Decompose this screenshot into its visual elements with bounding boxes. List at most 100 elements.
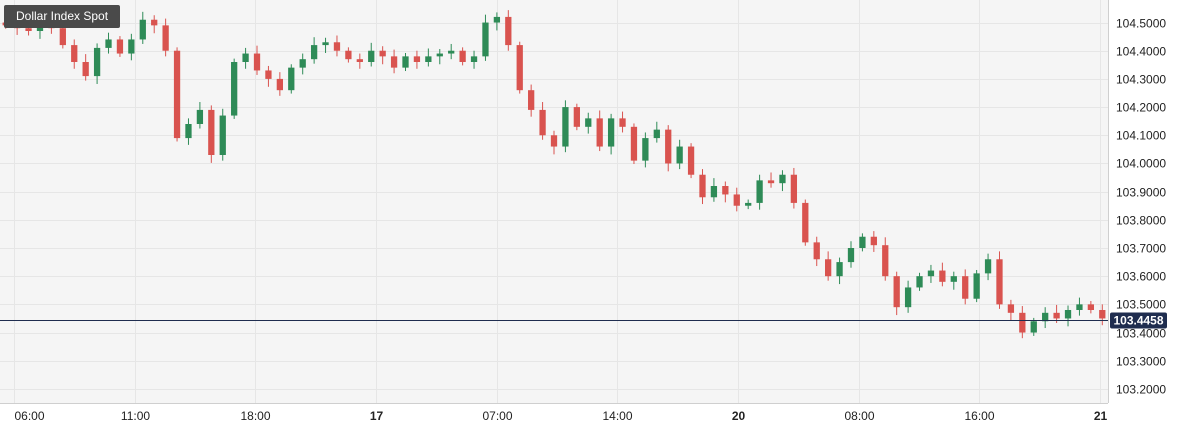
candle [196,102,204,129]
candle [93,43,101,84]
candle [893,271,900,316]
candle [550,130,558,155]
candle-body-up [836,262,843,277]
candle [756,174,763,210]
candle [642,132,649,168]
candle-body-up [482,22,489,57]
candle-body-up [756,180,763,203]
candles [2,10,1106,339]
candle [687,143,695,179]
candle [253,45,261,75]
candle [219,108,226,161]
candle [939,262,946,287]
candle-body-down [333,42,341,51]
candle-body-up [779,174,786,184]
candle-body-up [231,62,238,116]
candle [528,84,535,117]
candle [676,139,683,170]
x-tick-label: 11:00 [121,409,150,423]
candle-body-down [825,259,832,277]
candle-body-up [470,56,478,62]
current-price-label: 103.4458 [1113,314,1163,328]
candle-body-down [82,62,89,77]
x-tick-label: 20 [732,409,746,423]
candle-body-up [984,259,992,274]
candle-body-down [1099,310,1106,319]
candle-body-up [1064,310,1072,319]
candle-body-down [379,50,386,57]
chart-title: Dollar Index Spot [4,5,121,28]
candle-body-up [562,107,569,147]
candle-body-down [996,259,1003,305]
candle-body-down [767,180,775,184]
candle [596,110,603,152]
candle [116,36,124,57]
candle [470,50,478,69]
candle-body-down [116,39,124,54]
y-tick-label: 103.8000 [1116,214,1166,228]
candle [71,39,78,69]
candle [927,264,935,283]
candle [847,241,855,268]
x-tick-label: 21 [1094,409,1108,423]
candle-body-down [162,25,169,51]
y-tick-label: 104.5000 [1116,17,1166,31]
candle-body-down [208,109,215,155]
candle [745,199,752,210]
candle [973,269,980,303]
x-tick-label: 06:00 [15,409,45,423]
candle-body-down [528,90,535,110]
candle-body-down [882,245,889,277]
candle [665,125,672,172]
candle [882,237,889,281]
candle-body-up [288,67,295,91]
candle-body-down [596,118,603,147]
x-tick-label: 08:00 [844,409,874,423]
candle [493,12,501,31]
y-tick-label: 104.4000 [1116,45,1166,59]
candle [1053,304,1060,323]
candle-body-down [173,50,181,139]
y-tick-label: 104.2000 [1116,101,1166,115]
candle-body-down [619,118,626,127]
candle [836,257,843,285]
candle-body-up [425,56,432,62]
candle-body-up [139,19,146,40]
y-tick-label: 103.7000 [1116,242,1166,256]
candle [585,112,592,134]
candle-body-down [356,59,363,62]
candle [231,58,238,119]
candle [562,100,569,153]
candle [128,33,135,61]
candle [288,64,295,94]
y-tick-label: 103.4000 [1116,327,1166,341]
candle-body-down [71,45,78,62]
candle-body-up [242,53,249,62]
candle [299,53,306,75]
candle-body-down [539,109,546,136]
candle-body-down [1019,312,1026,333]
candle-body-up [368,50,375,62]
y-tick-label: 104.3000 [1116,73,1166,87]
candle-body-up [493,16,501,23]
candle [345,47,352,63]
candle [436,49,443,65]
candle [242,47,249,69]
candle [825,251,832,281]
candle-body-up [653,129,660,139]
candle-body-up [93,47,101,77]
candle-body-down [505,16,512,46]
candle [813,236,820,267]
candle-body-up [642,138,649,161]
candle-body-down [265,70,272,79]
candle [1064,305,1072,327]
candle [208,105,215,163]
candle-body-up [1042,312,1049,322]
candle-body-up [436,53,443,57]
x-tick-label: 18:00 [240,409,270,423]
candle [1007,299,1015,321]
candle-body-up [310,45,318,60]
candle [402,52,409,72]
